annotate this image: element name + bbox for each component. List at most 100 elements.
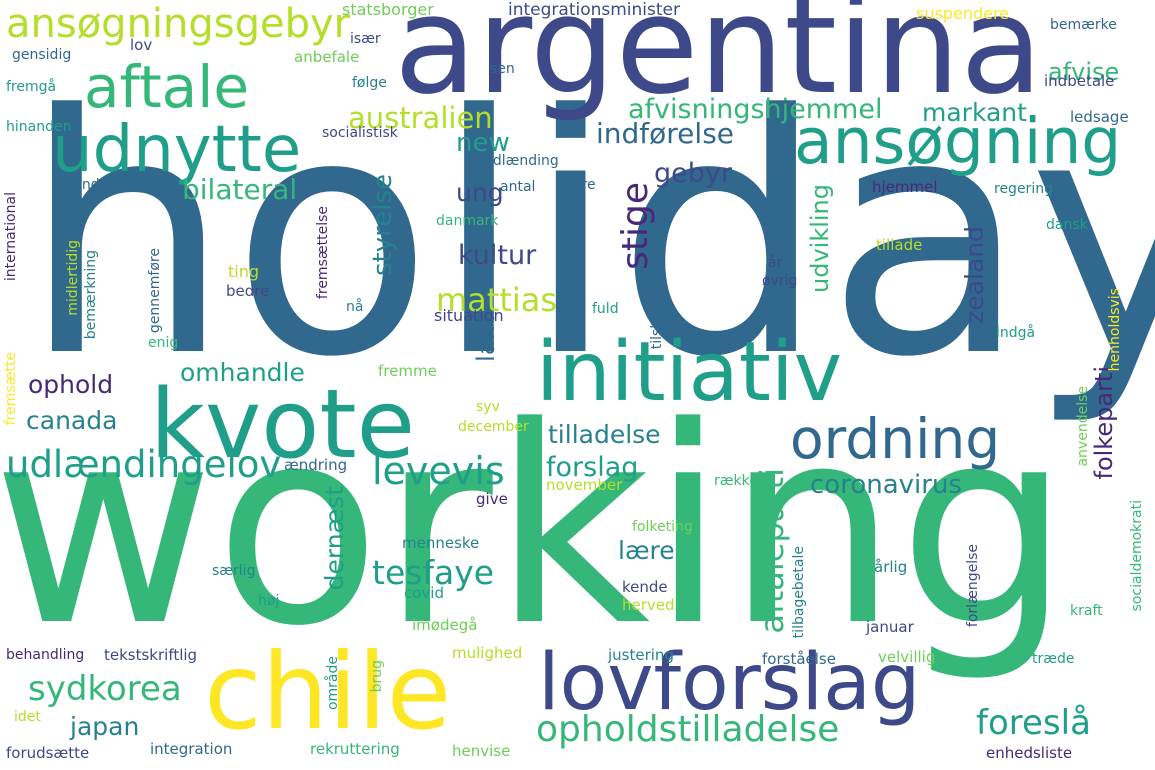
word-henholdsvis: henholdsvis (1107, 288, 1123, 372)
word-covid: covid (404, 584, 444, 602)
word-afvise: afvise (1048, 58, 1120, 86)
word-menneske: menneske (402, 534, 480, 552)
word-kende: kende (622, 578, 668, 596)
word-statsborger: statsborger (342, 0, 434, 19)
word-isaer: især (350, 31, 381, 47)
word-justering: justering (608, 646, 674, 664)
word-udvikling: udvikling (806, 184, 834, 293)
word-initiativ: initiativ (536, 325, 843, 420)
word-ansogning: ansøgning (794, 105, 1122, 178)
word-ovrig: øvrig (762, 273, 798, 289)
word-saerlig: særlig (212, 563, 256, 579)
word-socialdemokrati: socialdemokrati (1129, 500, 1145, 612)
word-indga: indgå (996, 325, 1036, 341)
word-hinanden: hinanden (6, 119, 72, 135)
word-indforelse: indførelse (596, 117, 735, 150)
word-forslag: forslag (546, 452, 639, 483)
word-anvendelse: anvendelse (1075, 386, 1091, 467)
word-ung: ung (456, 178, 504, 207)
word-brug: brug (369, 660, 385, 693)
word-aftale: aftale (84, 53, 250, 121)
word-antal: antal (500, 179, 536, 195)
word-dansk: dansk (1046, 217, 1088, 233)
word-arlig: årlig (874, 558, 908, 576)
word-ophold: ophold (28, 370, 114, 399)
word-kultur: kultur (458, 240, 537, 271)
word-indfore: indføre (78, 177, 128, 193)
word-fuld: fuld (592, 301, 619, 317)
word-give: give (476, 490, 508, 508)
word-danmark: danmark (436, 213, 499, 229)
word-stige: stige (615, 182, 656, 270)
word-ting: ting (228, 262, 260, 281)
word-socialistisk: socialistisk (322, 125, 398, 141)
word-bilateral: bilateral (182, 173, 298, 206)
word-tilladelse: tilladelse (548, 420, 661, 449)
word-december: december (458, 419, 529, 435)
word-udlaending: udlænding (484, 153, 559, 169)
word-suspendere: suspendere (916, 4, 1010, 23)
word-henvise: henvise (452, 742, 511, 760)
word-kraft: kraft (1070, 603, 1103, 619)
word-canada: canada (26, 406, 118, 435)
word-na: nå (346, 299, 364, 315)
word-fare: fare (568, 177, 596, 193)
word-mulighed: mulighed (452, 644, 523, 662)
word-integration: integration (150, 740, 233, 758)
word-argentina: argentina (394, 0, 1043, 124)
word-markant: markant (922, 98, 1027, 127)
word-udlaendingelov: udlændingelov (6, 443, 282, 486)
word-syv: syv (476, 399, 500, 415)
word-laere: lære (618, 536, 675, 565)
word-international: international (3, 192, 19, 282)
word-ordning: ordning (790, 407, 1001, 471)
word-bemaerke: bemærke (1050, 17, 1117, 33)
word-gennemfore: gennemføre (147, 248, 163, 334)
word-tesfaye: tesfaye (372, 553, 495, 592)
word-omrade: område (325, 656, 341, 711)
word-ansogningsgebyr: ansøgningsgebyr (6, 1, 351, 47)
word-coronavirus: coronavirus (810, 470, 962, 500)
word-sydkorea: sydkorea (28, 669, 182, 709)
word-tillade: tillade (876, 236, 923, 254)
word-forudsaette: forudsætte (6, 744, 90, 762)
word-hjemmel: hjemmel (872, 178, 938, 196)
word-sen: sen (490, 61, 515, 77)
word-raekke: række (714, 473, 758, 489)
word-aftaleparti: aftaleparti (753, 468, 791, 634)
word-midlertidig: midlertidig (65, 240, 81, 316)
word-enhedsliste: enhedsliste (986, 744, 1073, 762)
word-styrelse: styrelse (368, 174, 398, 277)
word-fremsaettelse: fremsættelse (315, 206, 331, 300)
word-zealand: zealand (960, 226, 989, 324)
word-velvillig: velvillig (878, 648, 936, 666)
word-bedre: bedre (226, 282, 270, 300)
word-hoj: høj (258, 593, 280, 609)
word-indbetale: indbetale (1044, 72, 1115, 90)
word-fremga: fremgå (6, 79, 57, 95)
word-integrationsminister: integrationsminister (508, 0, 680, 20)
word-holiday: holiday (22, 45, 1155, 429)
word-aendring: ændring (284, 456, 348, 474)
word-foresla: foreslå (976, 703, 1091, 743)
word-tilbagebetale: tilbagebetale (791, 546, 807, 639)
word-udnytte: udnytte (52, 113, 302, 187)
word-australien: australien (348, 101, 493, 135)
word-behandling: behandling (6, 647, 85, 663)
word-november: november (546, 476, 623, 494)
word-forstaelse: forståelse (762, 650, 836, 668)
word-fremsaette: fremsætte (3, 352, 19, 426)
word-lovforslag: lovforslag (538, 638, 921, 728)
word-afvisningshjemmel: afvisningshjemmel (628, 94, 883, 125)
word-tilskrive: tilskrive (649, 294, 665, 350)
word-bemaerkning: bemærkning (83, 250, 99, 340)
word-folketing: folketing (632, 519, 693, 535)
word-traede: træde (1032, 651, 1075, 667)
word-dernaest: dernæst (320, 486, 349, 591)
word-japan: japan (70, 712, 140, 741)
word-januar: januar (866, 618, 914, 636)
word-anbefale: anbefale (294, 48, 360, 66)
word-forlaengelse: forlængelse (965, 544, 981, 628)
word-idet: idet (14, 709, 41, 725)
